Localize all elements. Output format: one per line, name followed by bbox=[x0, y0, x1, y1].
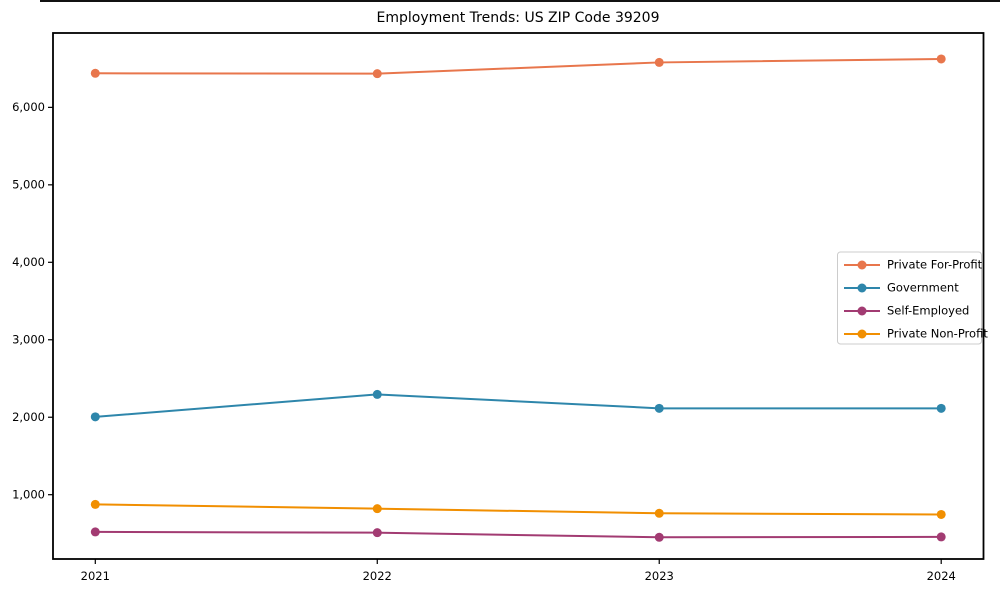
plot-border bbox=[52, 32, 985, 560]
legend-label-private-non-profit: Private Non-Profit bbox=[887, 327, 988, 341]
y-tick-label: 5,000 bbox=[12, 178, 45, 192]
data-point-self-employed-2022 bbox=[372, 528, 382, 538]
window-top-edge bbox=[40, 0, 1000, 2]
legend-label-self-employed: Self-Employed bbox=[887, 304, 969, 318]
data-point-self-employed-2024 bbox=[936, 532, 946, 542]
data-point-government-2024 bbox=[936, 403, 946, 413]
legend-marker-icon-government bbox=[857, 283, 867, 293]
legend-marker-icon-self-employed bbox=[857, 306, 867, 316]
data-point-private-non-profit-2022 bbox=[372, 504, 382, 514]
legend: Private For-Profit Government Self-Employe… bbox=[837, 251, 988, 345]
series-line-private-for-profit bbox=[95, 57, 942, 75]
legend-marker-icon-private-non-profit bbox=[857, 329, 867, 339]
y-tick-label: 1,000 bbox=[12, 487, 45, 501]
legend-marker-icon-private-for-profit bbox=[857, 260, 867, 270]
series-line-government bbox=[95, 393, 942, 418]
data-point-government-2022 bbox=[372, 389, 382, 399]
y-tick-label: 6,000 bbox=[12, 100, 45, 114]
chart-title: Employment Trends: US ZIP Code 39209 bbox=[377, 10, 660, 26]
x-tick-label: 2022 bbox=[363, 569, 392, 583]
legend-frame bbox=[837, 251, 982, 345]
x-tick-label: 2024 bbox=[927, 569, 956, 583]
data-point-private-for-profit-2021 bbox=[90, 68, 100, 78]
data-point-government-2021 bbox=[90, 412, 100, 422]
y-tick-label: 2,000 bbox=[12, 410, 45, 424]
data-point-private-for-profit-2023 bbox=[654, 57, 664, 67]
legend-label-government: Government bbox=[887, 281, 959, 295]
legend-label-private-for-profit: Private For-Profit bbox=[887, 258, 983, 272]
data-point-government-2023 bbox=[654, 403, 664, 413]
data-point-self-employed-2023 bbox=[654, 532, 664, 542]
x-tick-label: 2021 bbox=[81, 569, 110, 583]
y-tick-label: 3,000 bbox=[12, 332, 45, 346]
y-tick-label: 4,000 bbox=[12, 255, 45, 269]
series-line-private-non-profit bbox=[95, 503, 942, 516]
data-point-private-non-profit-2023 bbox=[654, 508, 664, 518]
data-point-private-non-profit-2021 bbox=[90, 499, 100, 509]
data-point-private-for-profit-2024 bbox=[936, 54, 946, 64]
series-line-self-employed bbox=[95, 530, 942, 539]
data-point-self-employed-2021 bbox=[90, 527, 100, 537]
data-point-private-non-profit-2024 bbox=[936, 509, 946, 519]
x-tick-label: 2023 bbox=[645, 569, 674, 583]
data-point-private-for-profit-2022 bbox=[372, 69, 382, 79]
